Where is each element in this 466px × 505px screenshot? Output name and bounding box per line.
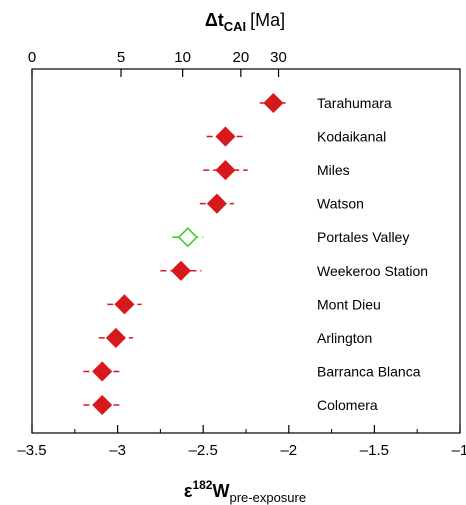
bottom-axis-title-superscript: 182 <box>192 478 212 492</box>
bottom-axis-ticks: –3.5 –3 –2.5 –2 –1.5 –1 <box>17 425 466 459</box>
bottom-axis-title-subscript: pre-exposure <box>229 490 306 505</box>
bottom-axis-title-symbol: ε <box>184 481 193 501</box>
bottom-tick-label: –1.5 <box>360 442 389 459</box>
top-axis-title-subscript: CAI <box>224 19 246 34</box>
top-tick-label: 30 <box>270 49 287 66</box>
point-marker <box>206 193 227 214</box>
point-marker <box>105 327 126 348</box>
bottom-axis-title: ε182Wpre-exposure <box>184 478 306 505</box>
point-marker <box>263 92 284 114</box>
top-tick-label: 20 <box>233 49 250 66</box>
point-marker <box>92 361 113 382</box>
category-label: Kodaikanal <box>317 129 386 145</box>
data-points <box>83 92 288 416</box>
point-marker <box>177 227 198 248</box>
top-tick-label: 0 <box>28 49 36 66</box>
category-label: Arlington <box>317 330 372 346</box>
top-tick-label: 5 <box>117 49 125 66</box>
bottom-tick-label: –3.5 <box>17 442 46 459</box>
category-label: Portales Valley <box>317 229 409 245</box>
bottom-tick-label: –2 <box>280 442 297 459</box>
category-label: Miles <box>317 162 350 178</box>
bottom-tick-label: –2.5 <box>189 442 218 459</box>
point-marker <box>170 260 192 281</box>
top-axis-title: ΔtCAI [Ma] <box>205 10 285 34</box>
category-label: Weekeroo Station <box>317 263 428 279</box>
point-marker <box>114 294 135 315</box>
bottom-tick-label: –3 <box>109 442 126 459</box>
category-label: Mont Dieu <box>317 296 381 312</box>
top-axis-title-unit: [Ma] <box>250 10 285 30</box>
category-label: Tarahumara <box>317 95 392 111</box>
category-label: Watson <box>317 196 364 212</box>
top-tick-label: 10 <box>174 49 191 66</box>
category-labels: Tarahumara Kodaikanal Miles Watson Portales … <box>317 95 428 413</box>
top-axis-title-symbol: Δt <box>205 10 224 30</box>
point-marker <box>215 126 236 147</box>
point-marker <box>215 160 236 181</box>
category-label: Barranca Blanca <box>317 363 421 379</box>
plot-frame <box>31 68 461 434</box>
bottom-axis-title-main: W <box>212 481 229 501</box>
top-axis-ticks: 0 5 10 20 30 <box>28 49 287 77</box>
bottom-tick-label: –1 <box>452 442 466 459</box>
point-marker <box>92 394 113 416</box>
category-label: Colomera <box>317 397 378 413</box>
